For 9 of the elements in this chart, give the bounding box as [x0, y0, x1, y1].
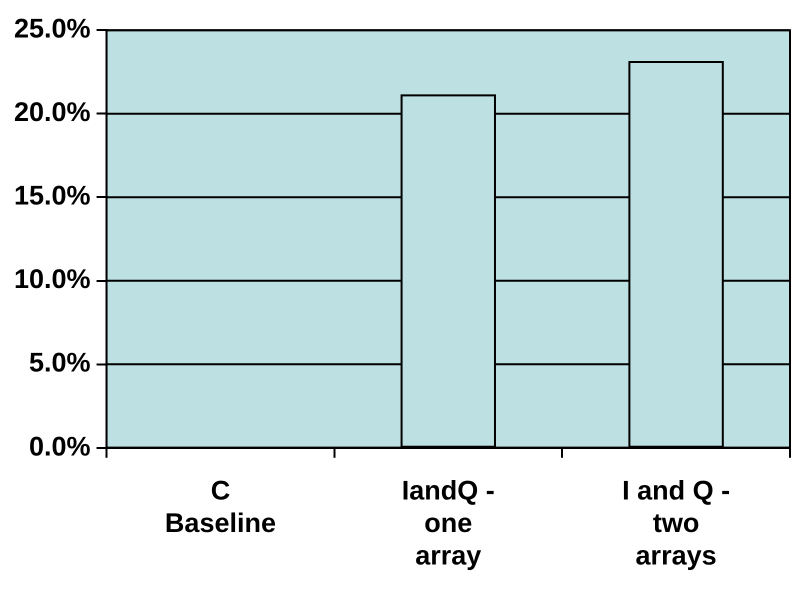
y-tick-label: 0.0% — [29, 431, 91, 462]
x-tick-label: C Baseline — [164, 475, 276, 538]
x-tick-label: I and Q - two arrays — [622, 475, 730, 570]
y-tick-label: 10.0% — [14, 264, 91, 294]
y-tick-label: 25.0% — [14, 14, 91, 44]
y-tick-label: 5.0% — [29, 348, 91, 378]
y-tick-label: 20.0% — [14, 97, 91, 128]
x-tick-label: IandQ - one array — [402, 475, 495, 570]
y-tick-label: 15.0% — [14, 180, 91, 211]
